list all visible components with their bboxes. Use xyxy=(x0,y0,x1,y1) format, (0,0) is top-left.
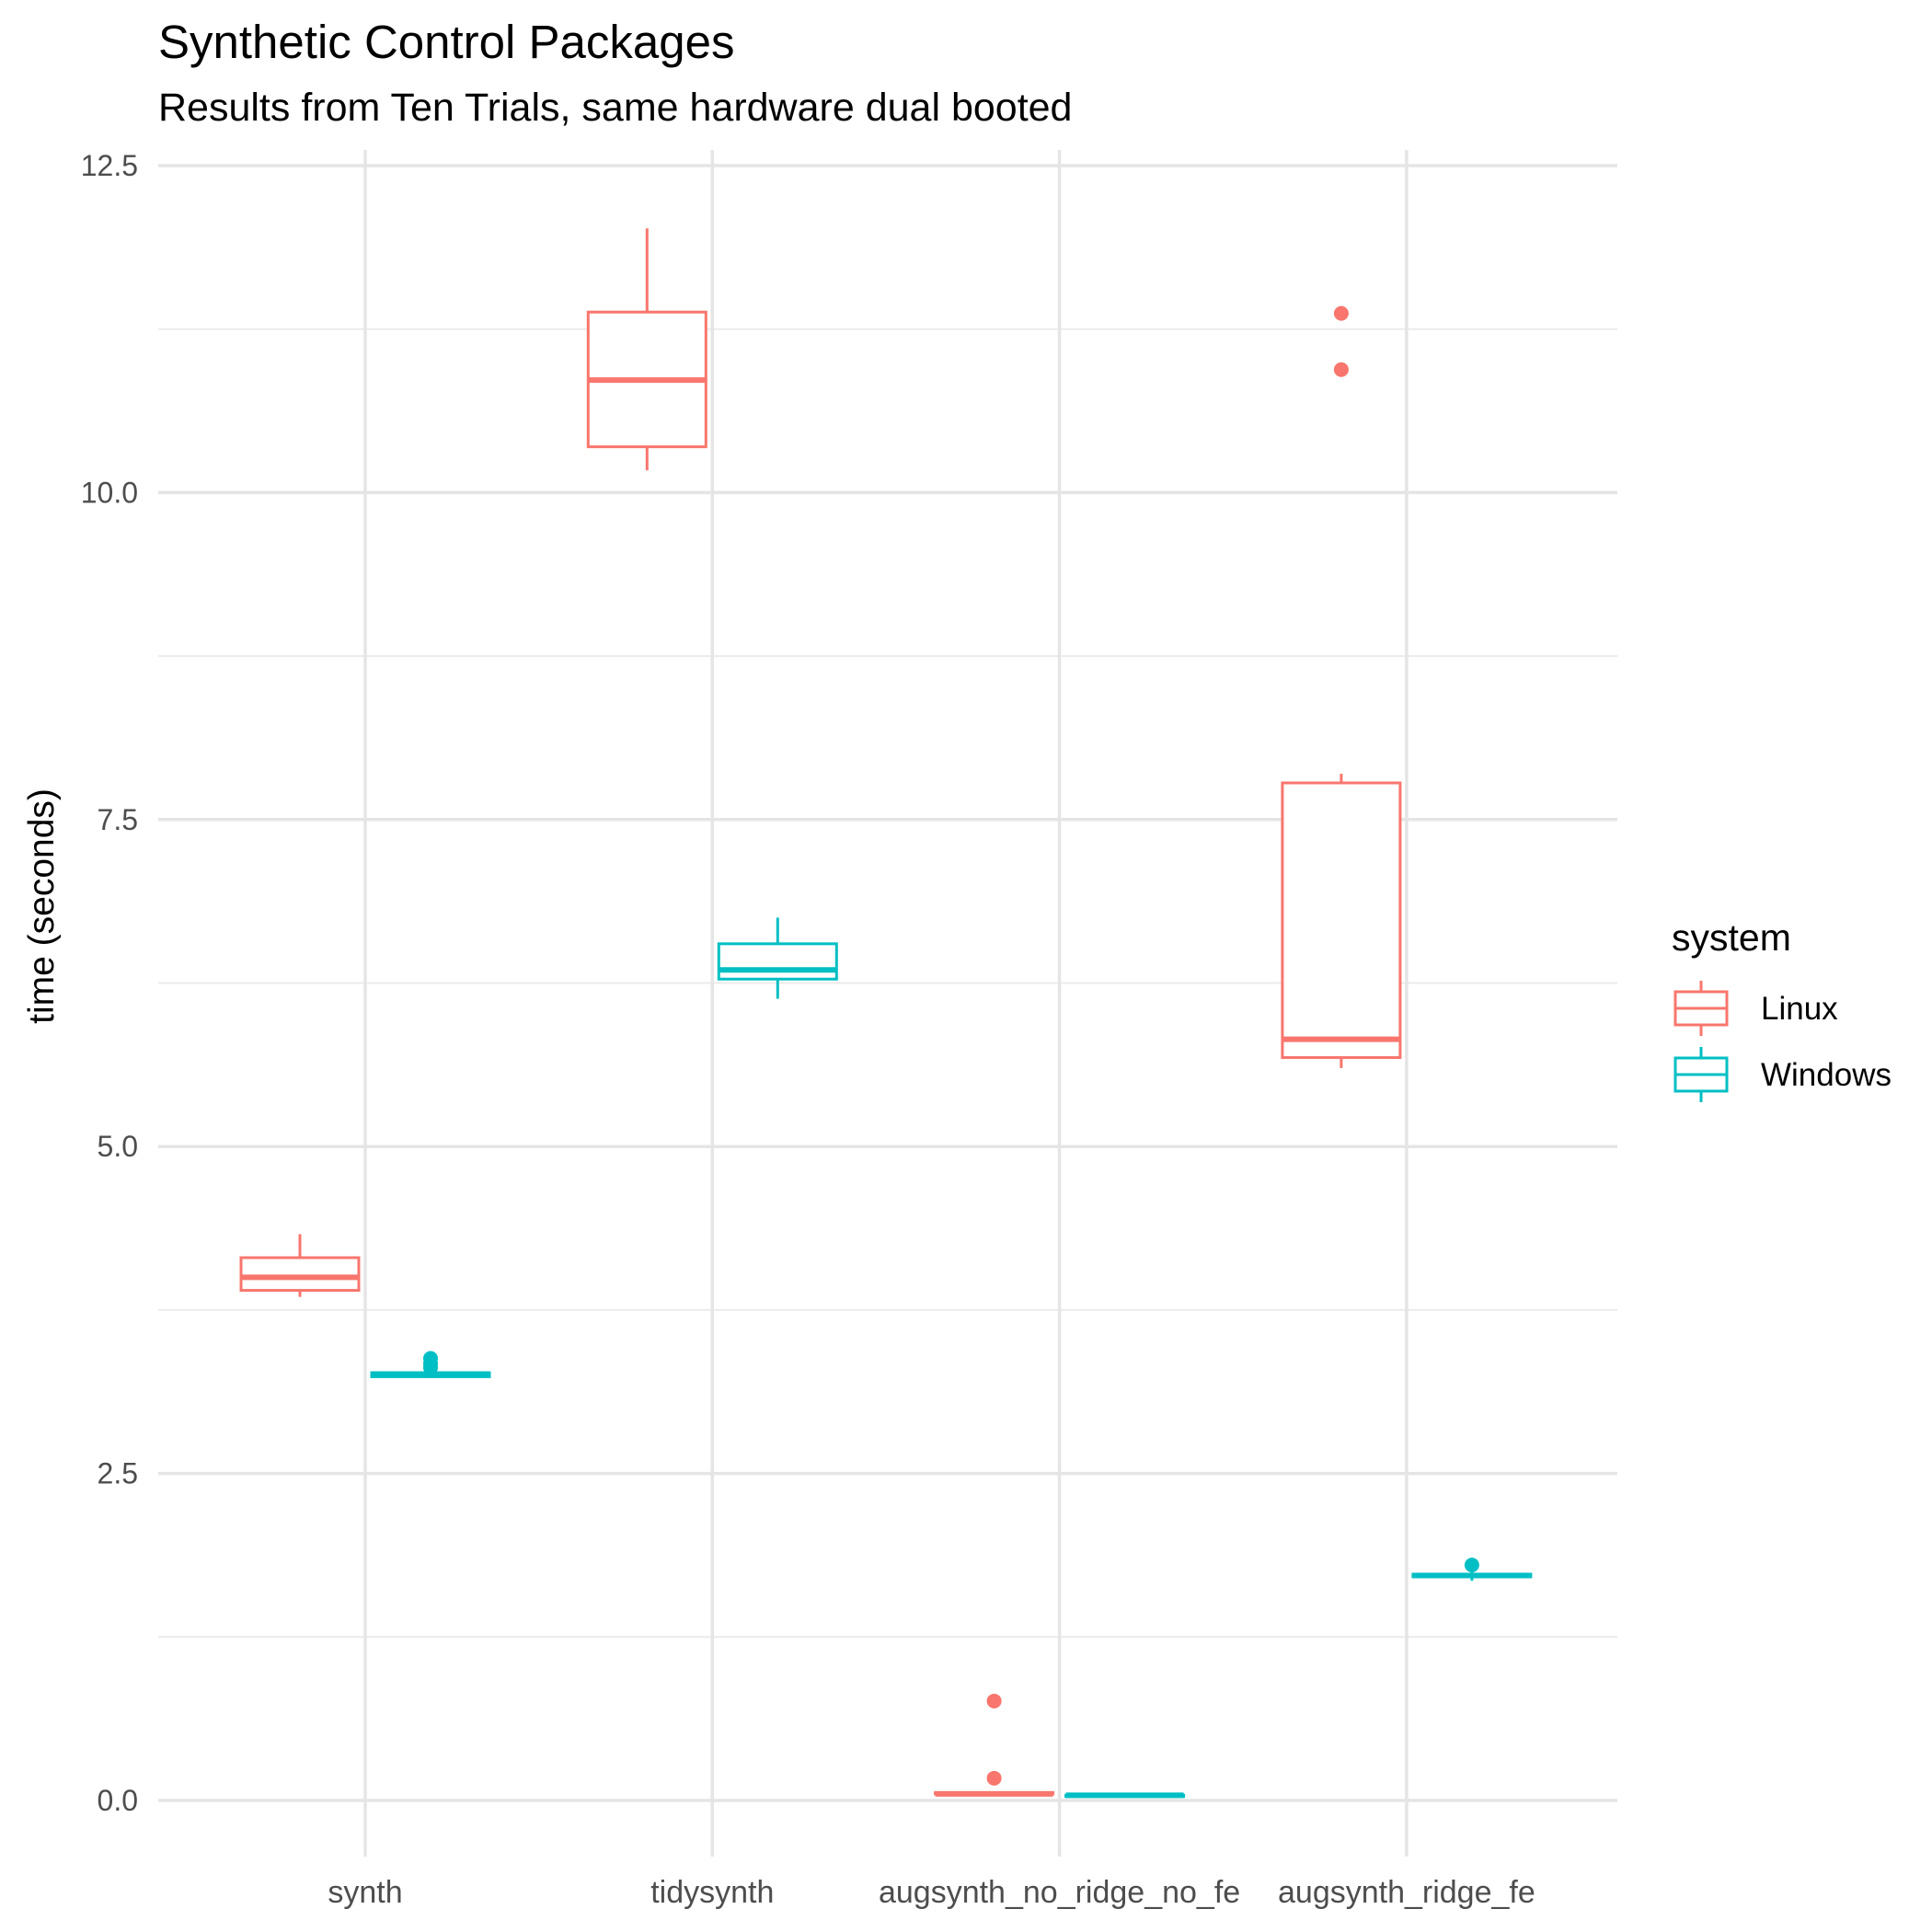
chart-title: Synthetic Control Packages xyxy=(158,16,735,68)
outlier-point xyxy=(986,1770,1002,1786)
legend-items: Linux Windows xyxy=(1673,981,1892,1102)
box-iqr xyxy=(239,1256,361,1293)
y-tick-label: 2.5 xyxy=(98,1457,138,1490)
box-linux-synth xyxy=(239,1234,361,1297)
legend-item-linux: Linux xyxy=(1673,981,1838,1036)
legend-label: Windows xyxy=(1761,1057,1892,1093)
axes: 0.0 2.5 5.0 7.5 10.0 12.5 synth tidysynth augsyn… xyxy=(81,149,1535,1910)
outlier-point xyxy=(986,1693,1002,1708)
grid-lines xyxy=(158,150,1617,1857)
y-tick-label: 12.5 xyxy=(81,149,138,182)
chart-subtitle: Results from Ten Trials, same hardware d… xyxy=(158,86,1072,130)
x-tick-label: tidysynth xyxy=(650,1875,774,1910)
legend-label: Linux xyxy=(1761,991,1838,1027)
x-tick-label: synth xyxy=(328,1875,402,1910)
box-windows-augsynth_ridge_fe xyxy=(1411,1558,1533,1581)
legend-title: system xyxy=(1672,916,1791,959)
x-tick-label: augsynth_ridge_fe xyxy=(1278,1875,1535,1910)
x-tick-label: augsynth_no_ridge_no_fe xyxy=(879,1875,1240,1910)
box-linux-tidysynth xyxy=(586,228,707,471)
y-tick-label: 5.0 xyxy=(98,1130,138,1163)
outlier-point xyxy=(1333,362,1349,377)
y-tick-label: 7.5 xyxy=(98,803,138,836)
box-iqr xyxy=(717,942,838,981)
box-windows-tidysynth xyxy=(717,917,838,999)
boxes xyxy=(239,228,1533,1799)
box-windows-augsynth_no_ridge_no_fe xyxy=(1064,1792,1186,1799)
outlier-point xyxy=(1333,305,1349,321)
y-tick-label: 10.0 xyxy=(81,476,138,509)
legend: system Linux Windows xyxy=(1672,916,1892,1102)
y-tick-label: 0.0 xyxy=(98,1784,138,1817)
outlier-point xyxy=(1464,1558,1479,1573)
box-linux-augsynth_no_ridge_no_fe xyxy=(934,1693,1055,1797)
outlier-point xyxy=(423,1360,438,1375)
legend-item-windows: Windows xyxy=(1673,1047,1892,1102)
box-iqr xyxy=(1281,781,1402,1060)
y-axis-label: time (seconds) xyxy=(22,788,62,1024)
box-linux-augsynth_ridge_fe xyxy=(1281,305,1402,1068)
box-windows-synth xyxy=(370,1351,491,1378)
